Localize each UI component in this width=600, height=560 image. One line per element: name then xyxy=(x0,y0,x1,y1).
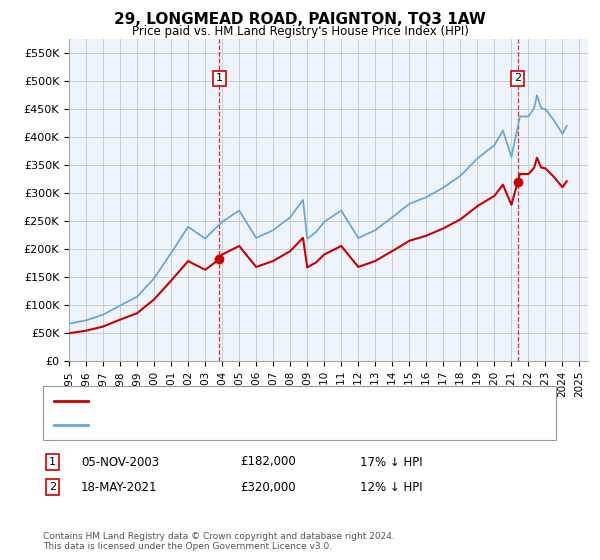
Text: 12% ↓ HPI: 12% ↓ HPI xyxy=(360,480,422,494)
Text: 2: 2 xyxy=(49,482,56,492)
Text: £182,000: £182,000 xyxy=(240,455,296,469)
Text: 1: 1 xyxy=(216,73,223,83)
Text: 2: 2 xyxy=(514,73,521,83)
Text: 29, LONGMEAD ROAD, PAIGNTON, TQ3 1AW (detached house): 29, LONGMEAD ROAD, PAIGNTON, TQ3 1AW (de… xyxy=(95,396,419,407)
Text: 17% ↓ HPI: 17% ↓ HPI xyxy=(360,455,422,469)
Text: Contains HM Land Registry data © Crown copyright and database right 2024.
This d: Contains HM Land Registry data © Crown c… xyxy=(43,532,395,552)
Text: HPI: Average price, detached house, Torbay: HPI: Average price, detached house, Torb… xyxy=(95,419,323,430)
Text: Price paid vs. HM Land Registry's House Price Index (HPI): Price paid vs. HM Land Registry's House … xyxy=(131,25,469,38)
Text: 18-MAY-2021: 18-MAY-2021 xyxy=(81,480,157,494)
Text: £320,000: £320,000 xyxy=(240,480,296,494)
Text: 1: 1 xyxy=(49,457,56,467)
Text: 29, LONGMEAD ROAD, PAIGNTON, TQ3 1AW: 29, LONGMEAD ROAD, PAIGNTON, TQ3 1AW xyxy=(114,12,486,27)
Text: 05-NOV-2003: 05-NOV-2003 xyxy=(81,455,159,469)
